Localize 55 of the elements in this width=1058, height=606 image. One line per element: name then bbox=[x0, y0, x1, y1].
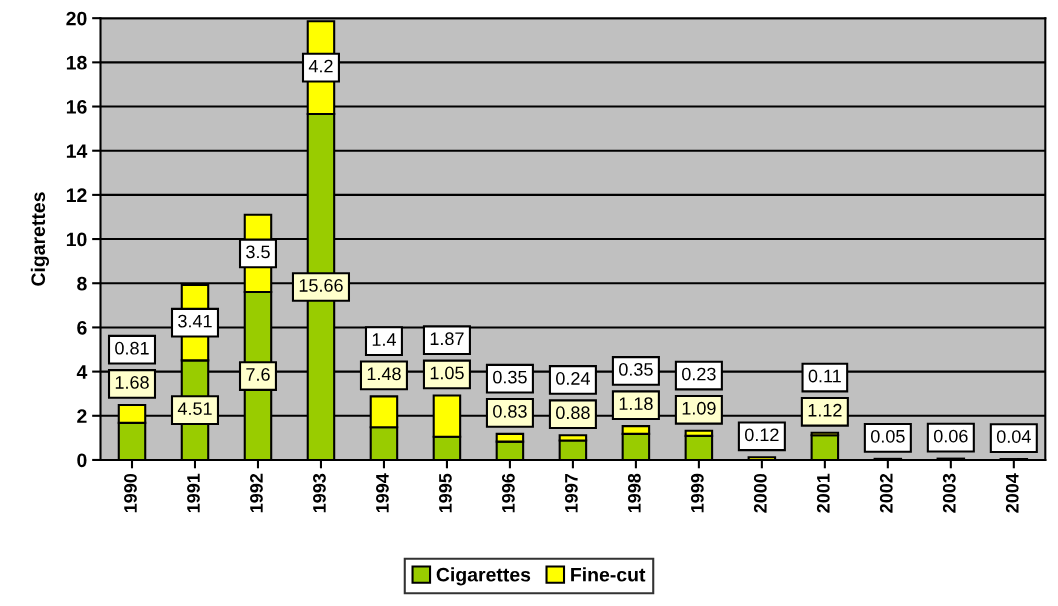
data-label: 3.41 bbox=[178, 314, 212, 328]
data-label: 3.5 bbox=[246, 245, 270, 259]
x-tick-label: 1993 bbox=[313, 473, 326, 513]
y-tick-label: 18 bbox=[66, 55, 87, 70]
y-tick-label: 2 bbox=[77, 409, 87, 423]
y-tick-label: 4 bbox=[76, 365, 88, 379]
data-label: 1.18 bbox=[619, 397, 653, 411]
data-label: 4.2 bbox=[308, 59, 333, 73]
y-tick-label: 12 bbox=[66, 188, 87, 202]
data-label: 0.83 bbox=[493, 404, 527, 418]
x-tick-label: 1999 bbox=[690, 473, 704, 513]
y-axis-title: Cigarettes bbox=[30, 192, 50, 286]
x-tick-label: 1995 bbox=[439, 473, 452, 513]
data-label: 0.81 bbox=[115, 341, 149, 355]
x-tick-label: 1997 bbox=[564, 473, 578, 513]
data-label: 0.11 bbox=[808, 369, 841, 383]
data-label: 1.09 bbox=[682, 401, 716, 415]
data-label: 1.12 bbox=[808, 403, 842, 417]
data-label: 0.24 bbox=[556, 372, 590, 385]
data-label: 4.51 bbox=[177, 402, 212, 415]
x-tick-label: 2003 bbox=[942, 473, 956, 513]
data-label: 1.05 bbox=[430, 366, 464, 380]
data-label: 0.12 bbox=[745, 428, 779, 442]
data-label: 0.35 bbox=[493, 370, 527, 384]
y-tick-label: 16 bbox=[66, 100, 87, 114]
data-label: 7.6 bbox=[246, 368, 270, 381]
x-tick-label: 2004 bbox=[1005, 473, 1019, 513]
data-label: 1.48 bbox=[367, 367, 401, 381]
data-label: 0.23 bbox=[682, 367, 716, 381]
x-tick-label: 1996 bbox=[501, 473, 515, 513]
data-label: 0.88 bbox=[556, 406, 590, 420]
x-tick-label: 1991 bbox=[187, 473, 200, 513]
y-tick-label: 10 bbox=[66, 232, 87, 247]
y-tick-label: 0 bbox=[77, 453, 87, 468]
y-tick-label: 8 bbox=[77, 276, 87, 291]
data-label: 15.66 bbox=[299, 279, 343, 292]
legend-label: Cigarettes bbox=[436, 567, 531, 586]
data-label: 0.05 bbox=[870, 429, 905, 443]
data-label: 1.68 bbox=[115, 376, 149, 389]
x-tick-label: 1992 bbox=[250, 473, 263, 513]
y-tick-label: 20 bbox=[66, 11, 87, 26]
x-tick-label: 1998 bbox=[627, 473, 641, 513]
data-label: 0.06 bbox=[933, 429, 968, 443]
x-tick-label: 1994 bbox=[376, 473, 389, 513]
data-label: 1.87 bbox=[430, 332, 464, 346]
data-label: 0.35 bbox=[619, 363, 653, 376]
data-label: 0.04 bbox=[996, 430, 1031, 443]
x-tick-label: 1990 bbox=[124, 473, 137, 513]
data-label: 1.4 bbox=[372, 333, 396, 346]
y-tick-label: 14 bbox=[66, 144, 88, 158]
y-tick-label: 6 bbox=[77, 320, 87, 335]
x-tick-label: 2001 bbox=[816, 473, 830, 513]
x-tick-label: 2002 bbox=[879, 473, 893, 513]
legend-label: Fine-cut bbox=[571, 567, 646, 582]
x-tick-label: 2000 bbox=[753, 473, 767, 513]
